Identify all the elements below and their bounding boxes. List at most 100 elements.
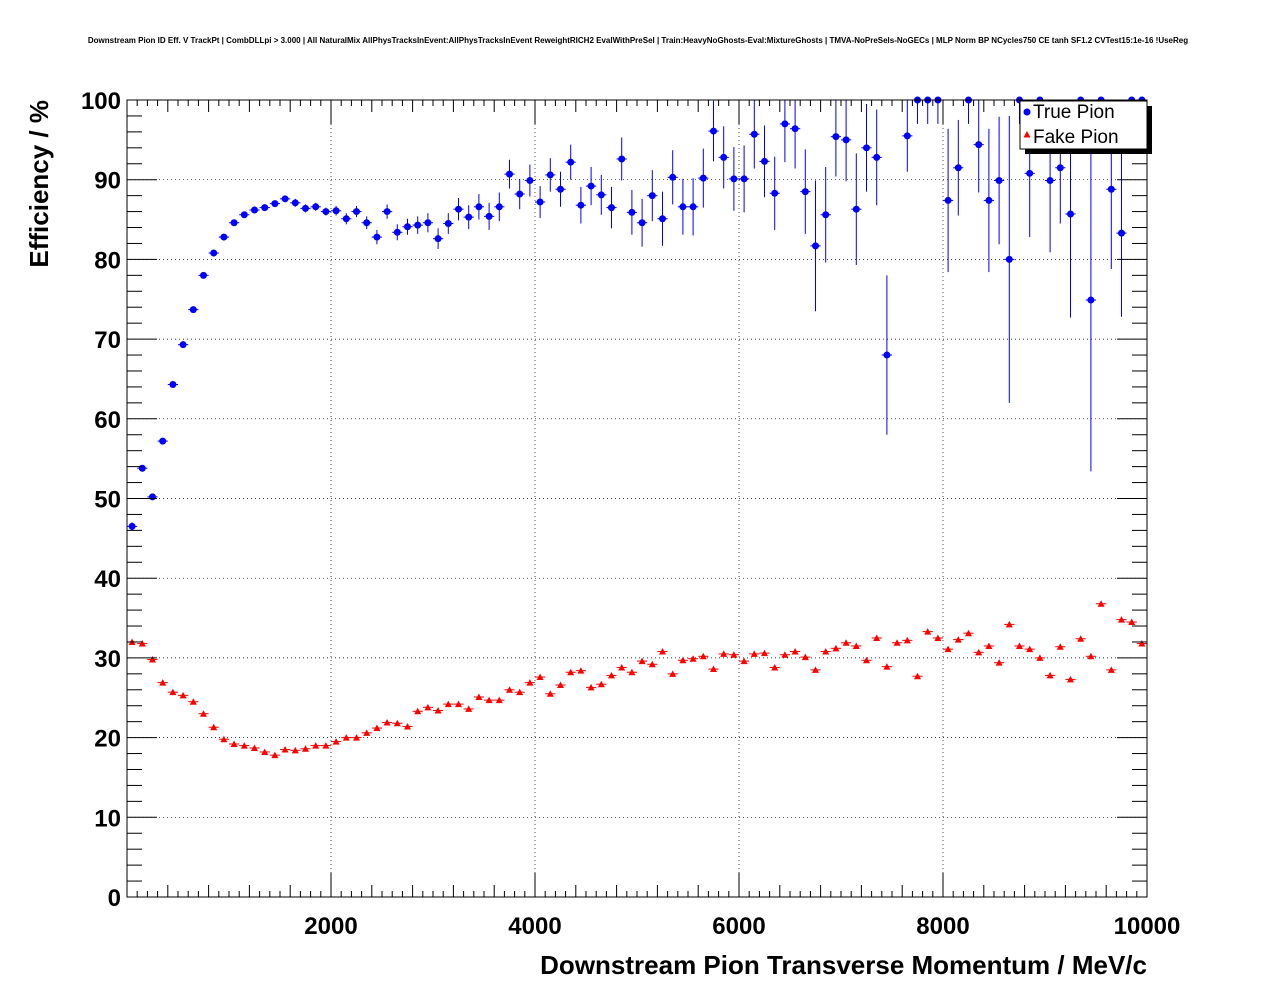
data-point-true-pion — [494, 192, 505, 222]
marker-triangle — [200, 710, 207, 717]
marker-triangle — [863, 656, 870, 664]
data-point-true-pion — [331, 206, 342, 216]
data-point-true-pion — [759, 125, 770, 198]
marker-triangle — [1067, 675, 1074, 683]
marker-circle — [587, 182, 595, 190]
marker-triangle — [444, 700, 452, 708]
data-point-fake-pion — [545, 690, 556, 697]
data-point-fake-pion — [524, 679, 535, 686]
marker-circle — [251, 206, 258, 214]
grid-lines — [127, 100, 1147, 897]
data-point-true-pion — [677, 178, 688, 235]
data-point-fake-pion — [1045, 671, 1056, 679]
data-point-fake-pion — [1075, 635, 1086, 642]
data-point-fake-pion — [218, 735, 229, 743]
marker-triangle — [557, 681, 564, 688]
marker-triangle — [373, 724, 381, 732]
marker-triangle — [720, 650, 728, 657]
marker-circle — [567, 158, 575, 166]
marker-triangle — [179, 691, 187, 699]
data-point-true-pion — [402, 218, 413, 235]
marker-triangle — [455, 700, 462, 708]
data-point-true-pion — [382, 204, 393, 219]
marker-triangle — [954, 636, 962, 643]
y-tick-label: 40 — [94, 566, 121, 593]
data-point-true-pion — [912, 96, 923, 124]
marker-triangle — [322, 742, 330, 749]
marker-triangle — [404, 722, 411, 730]
data-point-true-pion — [565, 144, 576, 180]
marker-circle — [1118, 229, 1125, 237]
marker-triangle — [159, 679, 167, 686]
data-point-fake-pion — [647, 660, 658, 668]
marker-circle — [302, 204, 309, 212]
data-point-fake-pion — [779, 651, 790, 658]
data-point-true-pion — [902, 100, 913, 172]
marker-circle — [1056, 164, 1064, 172]
marker-triangle — [1005, 620, 1013, 628]
marker-circle — [1046, 176, 1054, 184]
data-point-fake-pion — [229, 740, 240, 747]
data-point-fake-pion — [790, 648, 801, 655]
data-point-true-pion — [198, 271, 209, 279]
marker-triangle — [332, 738, 340, 745]
marker-circle — [812, 242, 819, 250]
data-point-true-pion — [871, 109, 882, 206]
marker-triangle — [1046, 671, 1054, 679]
data-point-true-pion — [963, 96, 974, 124]
data-point-fake-pion — [331, 738, 342, 745]
marker-circle — [771, 189, 779, 197]
data-point-fake-pion — [178, 691, 189, 699]
data-point-fake-pion — [708, 665, 719, 673]
data-point-true-pion — [300, 204, 311, 213]
data-point-fake-pion — [147, 655, 158, 663]
data-point-true-pion — [473, 194, 484, 220]
marker-triangle — [1016, 642, 1023, 649]
data-point-true-pion — [575, 186, 586, 224]
marker-circle — [730, 175, 738, 183]
data-point-true-pion — [433, 228, 444, 250]
marker-triangle — [1097, 600, 1105, 607]
data-point-true-pion — [545, 158, 556, 192]
marker-triangle — [577, 667, 585, 674]
marker-triangle — [842, 639, 850, 646]
marker-triangle — [903, 636, 911, 644]
axis-tick-labels: 2000 4000 6000 8000 10000 0 10 20 30 40 50 60 70 80 90… — [81, 88, 1180, 940]
data-point-true-pion — [524, 164, 535, 197]
data-point-fake-pion — [994, 659, 1005, 666]
data-point-true-pion — [841, 100, 852, 182]
marker-circle — [720, 153, 728, 161]
marker-circle — [822, 211, 830, 219]
data-point-true-pion — [208, 249, 219, 257]
data-point-fake-pion — [198, 710, 209, 717]
data-point-fake-pion — [749, 650, 760, 657]
marker-circle — [516, 190, 524, 198]
data-point-fake-pion — [341, 734, 352, 741]
marker-circle — [128, 522, 136, 530]
marker-triangle — [618, 663, 626, 671]
data-point-true-pion — [606, 186, 617, 229]
marker-circle — [281, 195, 289, 203]
data-point-fake-pion — [269, 751, 280, 759]
x-tick-label: 4000 — [508, 913, 561, 940]
data-point-fake-pion — [208, 723, 219, 731]
data-point-true-pion — [616, 137, 627, 181]
data-point-true-pion — [973, 100, 984, 193]
data-point-true-pion — [127, 522, 138, 531]
data-point-true-pion — [932, 96, 943, 124]
y-tick-label: 90 — [94, 168, 121, 195]
x-tick-label: 10000 — [1114, 913, 1181, 940]
y-tick-label: 60 — [94, 407, 121, 434]
marker-triangle — [536, 673, 544, 681]
marker-triangle — [730, 651, 738, 658]
data-point-fake-pion — [504, 686, 515, 693]
data-point-fake-pion — [361, 729, 372, 736]
data-point-true-pion — [147, 493, 158, 501]
data-point-true-pion — [137, 464, 148, 472]
marker-triangle — [587, 683, 595, 691]
marker-circle — [699, 174, 707, 182]
data-point-true-pion — [463, 205, 474, 230]
data-point-fake-pion — [983, 642, 994, 649]
marker-triangle — [363, 729, 371, 736]
data-point-true-pion — [290, 198, 301, 207]
